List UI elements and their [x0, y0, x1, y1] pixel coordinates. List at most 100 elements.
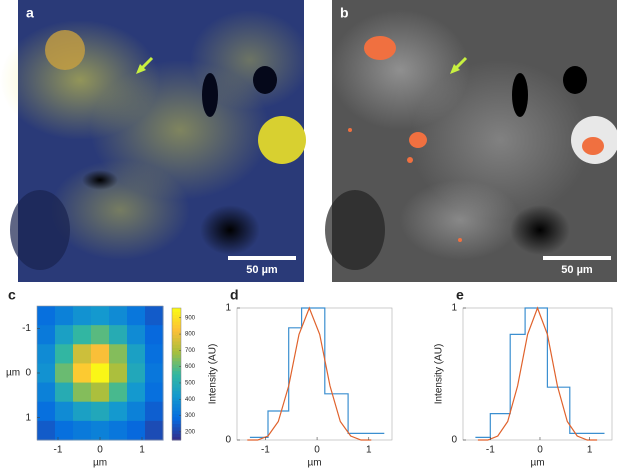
heatmap-cell: [127, 420, 146, 441]
colorbar-tick-label: 600: [185, 364, 196, 370]
heatmap-cell: [145, 344, 164, 364]
heatmap-cell: [145, 401, 164, 422]
heatmap-cell: [73, 306, 92, 326]
heatmap-cell: [73, 344, 92, 364]
heatmap-cell: [73, 401, 92, 422]
y-tick-label: 1: [225, 303, 231, 314]
heatmap-cell: [91, 306, 110, 326]
heatmap-cell: [109, 344, 128, 364]
colorbar-tick-label: 200: [185, 429, 196, 435]
heatmap-cell: [55, 325, 74, 345]
panel-label: c: [8, 287, 16, 303]
heatmap-cell: [145, 325, 164, 345]
heatmap-cell: [55, 363, 74, 384]
colorbar-segment: [172, 423, 181, 428]
x-axis-label: µm: [530, 458, 544, 469]
colorbar-segment: [172, 416, 181, 421]
panel-label: b: [340, 5, 349, 21]
colorbar-segment: [172, 393, 181, 398]
micrograph-b: 50 µm b: [325, 0, 617, 282]
colorbar-segment: [172, 364, 181, 368]
colorbar-segment: [172, 397, 181, 401]
colorbar-segment: [172, 390, 181, 395]
heatmap-cell: [127, 325, 146, 345]
heatmap-cell: [127, 401, 146, 422]
heatmap-cell: [109, 363, 128, 384]
colorbar-segment: [172, 308, 181, 312]
heatmap-cell: [37, 382, 56, 403]
heatmap-cell: [127, 344, 146, 364]
panel-label: a: [26, 5, 34, 21]
colorbar-segment: [172, 337, 181, 342]
colorbar-tick-label: 300: [185, 413, 196, 419]
heatmap-cell: [145, 382, 164, 403]
heatmap-cell: [55, 306, 74, 326]
colorbar-segment: [172, 314, 181, 319]
colorbar-segment: [172, 354, 181, 358]
heatmap-cell: [73, 420, 92, 441]
y-axis-label: µm: [6, 368, 20, 379]
colorbar-tick-label: 700: [185, 348, 196, 354]
heatmap-cell: [73, 325, 92, 345]
heatmap-cell: [145, 420, 164, 441]
colorbar-segment: [172, 430, 181, 434]
y-tick-label: 0: [451, 435, 457, 446]
colorbar-segment: [172, 407, 181, 411]
heatmap-cell: [55, 382, 74, 403]
colorbar-segment: [172, 321, 181, 325]
panel-label: e: [456, 287, 464, 303]
heatmap-cell: [37, 325, 56, 345]
colorbar-segment: [172, 383, 181, 388]
colorbar-segment: [172, 370, 181, 375]
axes-frame: [462, 307, 613, 441]
x-tick-label: 1: [366, 445, 372, 456]
colorbar-segment: [172, 403, 181, 408]
heatmap-cell: [91, 401, 110, 422]
colorbar-segment: [172, 331, 181, 335]
heatmap-cell: [127, 363, 146, 384]
colorbar-segment: [172, 334, 181, 339]
x-tick-label: -1: [261, 445, 270, 456]
colorbar-segment: [172, 324, 181, 329]
y-tick-label: 1: [25, 412, 31, 423]
y-tick-label: -1: [22, 323, 31, 334]
colorbar-frame: [171, 307, 182, 441]
scale-bar-label: 50 µm: [246, 264, 278, 276]
colorbar-segment: [172, 347, 181, 352]
colorbar-segment: [172, 420, 181, 424]
colorbar-segment: [172, 350, 181, 355]
x-tick-label: -1: [54, 445, 63, 456]
heatmap-cell: [109, 420, 128, 441]
x-tick-label: 0: [97, 445, 103, 456]
colorbar-tick-label: 800: [185, 332, 196, 338]
colorbar-segment: [172, 436, 181, 441]
micrograph-a: 50 µm a: [0, 0, 310, 282]
x-tick-label: -1: [486, 445, 495, 456]
colorbar-segment: [172, 413, 181, 418]
heatmap-cell: [91, 344, 110, 364]
colorbar-segment: [172, 311, 181, 316]
colorbar-tick-label: 400: [185, 397, 196, 403]
colorbar-segment: [172, 367, 181, 372]
colorbar-segment: [172, 387, 181, 391]
data-line: [249, 307, 385, 438]
colorbar-segment: [172, 357, 181, 362]
colorbar-segment: [172, 374, 181, 378]
heatmap-cell: [73, 382, 92, 403]
heatmap-cell: [37, 344, 56, 364]
colorbar-segment: [172, 426, 181, 431]
colorbar-segment: [172, 410, 181, 415]
x-tick-label: 1: [139, 445, 145, 456]
data-line: [475, 307, 605, 438]
y-tick-label: 0: [225, 435, 231, 446]
x-tick-label: 0: [314, 445, 320, 456]
x-axis-label: µm: [93, 458, 107, 469]
y-axis-label: Intensity (AU): [208, 344, 219, 405]
y-tick-label: 0: [25, 368, 31, 379]
heatmap-cell: [37, 363, 56, 384]
y-tick-label: 1: [451, 303, 457, 314]
colorbar-tick-label: 900: [185, 315, 196, 321]
colorbar-segment: [172, 377, 181, 382]
heatmap-cell: [91, 325, 110, 345]
